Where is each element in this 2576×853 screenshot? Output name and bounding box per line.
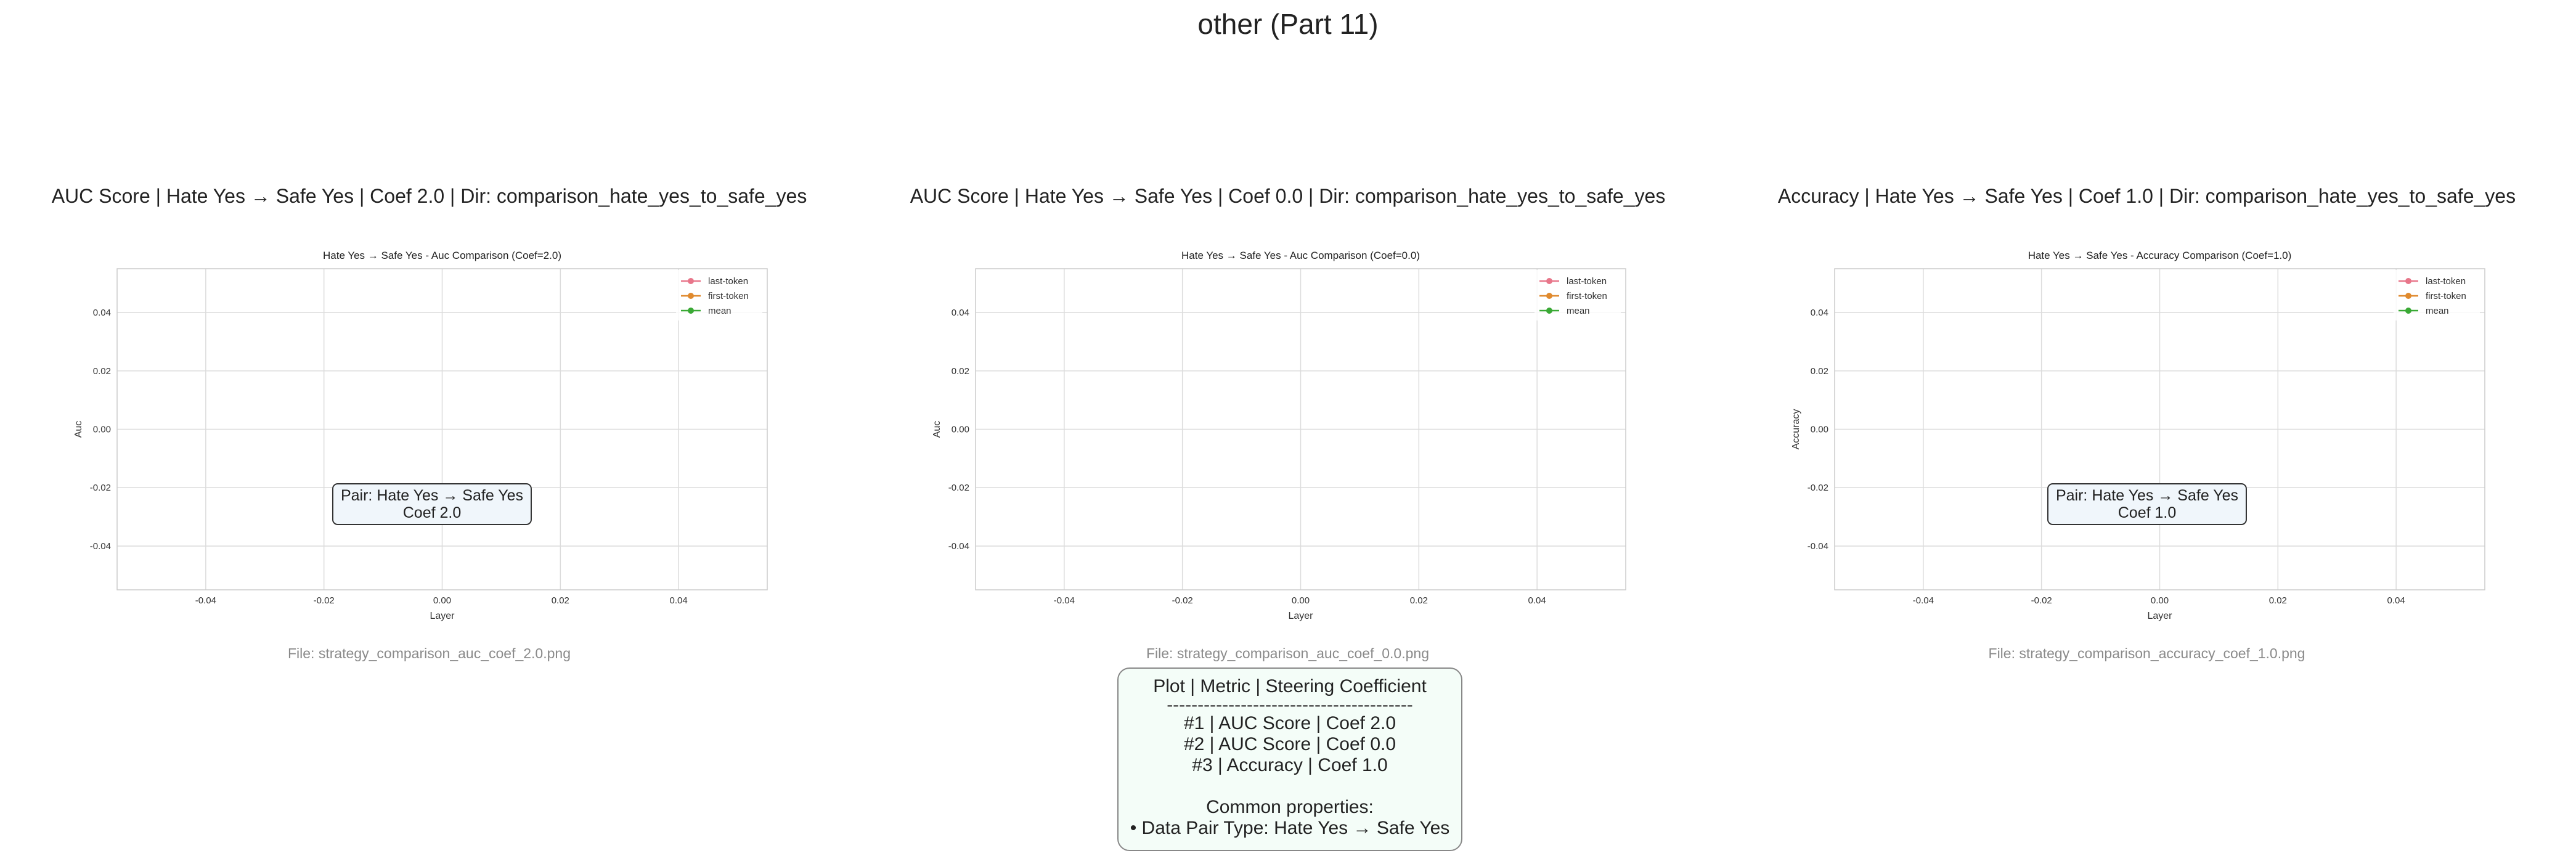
x-tick-label: 0.00	[433, 595, 451, 606]
x-tick-label: -0.02	[1172, 595, 1193, 606]
pair-line: Pair: Hate Yes → Safe Yes	[340, 487, 524, 504]
plot-frame	[975, 268, 1626, 590]
y-tick-label: 0.04	[93, 308, 111, 318]
pair-info-box-3: Pair: Hate Yes → Safe Yes Coef 1.0	[2047, 483, 2248, 525]
x-axis-label: Layer	[1288, 611, 1313, 621]
y-tick-label: 0.00	[1811, 425, 1828, 435]
chart-title: Hate Yes → Safe Yes - Auc Comparison (Co…	[323, 250, 561, 261]
y-axis-label: Auc	[932, 421, 942, 438]
coef-line: Coef 2.0	[402, 504, 462, 521]
summary-header: Plot | Metric | Steering Coefficient	[1153, 676, 1427, 696]
y-axis-label: Accuracy	[1791, 409, 1801, 450]
legend-label: last-token	[1567, 276, 1607, 287]
legend-label: first-token	[1567, 291, 1607, 301]
common-properties-title: Common properties:	[1206, 797, 1374, 817]
chart-panel-1: AUC Score | Hate Yes → Safe Yes | Coef 2…	[0, 185, 858, 853]
x-axis-label: Layer	[430, 611, 455, 621]
y-axis-label: Auc	[73, 421, 84, 438]
legend-marker	[2405, 308, 2411, 314]
y-tick-label: 0.00	[952, 425, 969, 435]
y-tick-label: -0.02	[948, 483, 969, 493]
x-tick-label: 0.02	[552, 595, 569, 606]
y-tick-label: -0.04	[948, 541, 969, 552]
x-tick-label: 0.04	[2387, 595, 2405, 606]
legend-marker	[1546, 308, 1552, 314]
summary-row-1: #1 | AUC Score | Coef 2.0	[1183, 713, 1396, 733]
summary-box: Plot | Metric | Steering Coefficient ---…	[1117, 667, 1462, 851]
plot-frame	[116, 268, 768, 590]
chart-title: Hate Yes → Safe Yes - Accuracy Compariso…	[2028, 250, 2292, 261]
chart-panel-3: Accuracy | Hate Yes → Safe Yes | Coef 1.…	[1718, 185, 2576, 853]
legend-marker	[688, 308, 694, 314]
legend-marker	[688, 293, 694, 299]
legend-label: last-token	[2426, 276, 2466, 287]
chart-title: Hate Yes → Safe Yes - Auc Comparison (Co…	[1181, 250, 1420, 261]
x-tick-label: 0.00	[2151, 595, 2169, 606]
panel-title: AUC Score | Hate Yes → Safe Yes | Coef 0…	[910, 185, 1666, 207]
x-axis-label: Layer	[2147, 611, 2172, 621]
file-label: File: strategy_comparison_auc_coef_0.0.p…	[1146, 645, 1429, 661]
coef-line: Coef 1.0	[2117, 504, 2177, 521]
y-tick-label: -0.02	[1808, 483, 1828, 493]
legend-label: mean	[1567, 306, 1590, 316]
file-label: File: strategy_comparison_auc_coef_2.0.p…	[287, 645, 571, 661]
pair-info-box-1: Pair: Hate Yes → Safe Yes Coef 2.0	[332, 483, 532, 525]
summary-separator: ----------------------------------------	[1167, 697, 1413, 713]
plot-frame	[1834, 268, 2485, 590]
x-tick-label: 0.02	[2269, 595, 2287, 606]
x-tick-label: -0.02	[314, 595, 335, 606]
line-chart-3: Hate Yes → Safe Yes - Accuracy Compariso…	[1791, 250, 2485, 621]
summary-row-3: #3 | Accuracy | Coef 1.0	[1192, 755, 1388, 775]
legend-label: mean	[708, 306, 732, 316]
x-tick-label: 0.00	[1292, 595, 1310, 606]
x-tick-label: 0.02	[1410, 595, 1428, 606]
legend-marker	[1546, 278, 1552, 284]
file-label: File: strategy_comparison_accuracy_coef_…	[1988, 645, 2305, 661]
y-tick-label: -0.04	[1808, 541, 1828, 552]
pair-line: Pair: Hate Yes → Safe Yes	[2055, 487, 2239, 504]
summary-row-2: #2 | AUC Score | Coef 0.0	[1183, 734, 1396, 754]
x-tick-label: -0.04	[195, 595, 216, 606]
y-tick-label: 0.02	[952, 366, 969, 377]
x-tick-label: -0.02	[2031, 595, 2052, 606]
y-tick-label: -0.04	[90, 541, 111, 552]
panel-title: AUC Score | Hate Yes → Safe Yes | Coef 2…	[51, 185, 807, 207]
legend-marker	[1546, 293, 1552, 299]
y-tick-label: 0.00	[93, 425, 111, 435]
panel-title: Accuracy | Hate Yes → Safe Yes | Coef 1.…	[1777, 185, 2516, 207]
x-tick-label: 0.04	[1528, 595, 1546, 606]
legend-label: first-token	[708, 291, 749, 301]
legend-marker	[2405, 293, 2411, 299]
y-tick-label: 0.02	[93, 366, 111, 377]
y-tick-label: 0.04	[1811, 308, 1828, 318]
line-chart-1: Hate Yes → Safe Yes - Auc Comparison (Co…	[73, 250, 768, 621]
legend-label: first-token	[2426, 291, 2466, 301]
y-tick-label: 0.04	[952, 308, 969, 318]
common-property-item: • Data Pair Type: Hate Yes → Safe Yes	[1130, 818, 1450, 838]
y-tick-label: -0.02	[90, 483, 111, 493]
chart-panel-2: AUC Score | Hate Yes → Safe Yes | Coef 0…	[858, 185, 1717, 853]
y-tick-label: 0.02	[1811, 366, 1828, 377]
page-title: other (Part 11)	[1197, 8, 1379, 40]
line-chart-2: Hate Yes → Safe Yes - Auc Comparison (Co…	[932, 250, 1626, 621]
x-tick-label: 0.04	[670, 595, 688, 606]
legend-label: last-token	[708, 276, 748, 287]
x-tick-label: -0.04	[1054, 595, 1075, 606]
legend-marker	[688, 278, 694, 284]
legend-label: mean	[2426, 306, 2449, 316]
x-tick-label: -0.04	[1913, 595, 1934, 606]
legend-marker	[2405, 278, 2411, 284]
